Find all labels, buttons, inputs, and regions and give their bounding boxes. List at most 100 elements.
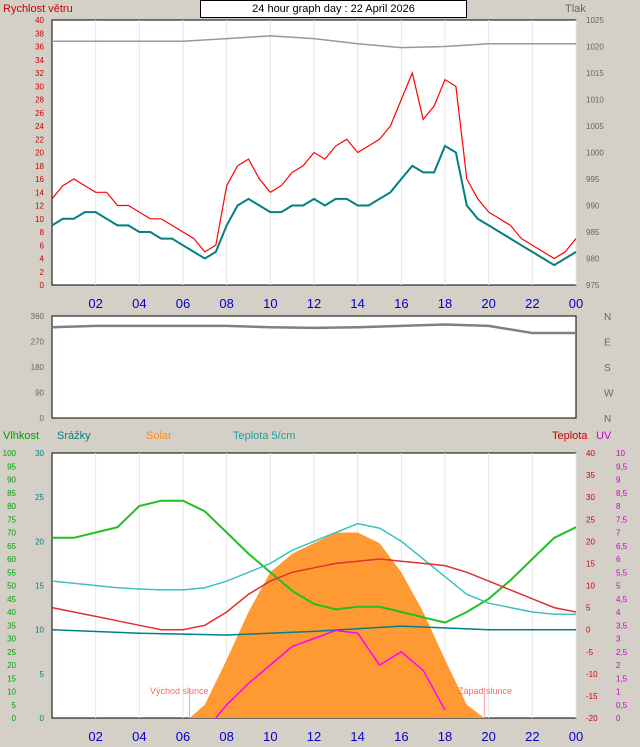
wind-xtick: 20 <box>481 296 495 311</box>
temp-ytick: 30 <box>586 493 595 502</box>
wind-ytick: 40 <box>35 16 44 25</box>
humidity-ytick: 55 <box>7 568 16 577</box>
pressure-ytick: 1005 <box>586 122 604 131</box>
humidity-ytick: 10 <box>7 688 16 697</box>
temp-ytick: -20 <box>586 714 598 723</box>
wind-ytick: 24 <box>35 122 44 131</box>
temp-label: Teplota <box>552 430 588 442</box>
wind-xtick: 08 <box>219 296 233 311</box>
uv-ytick: 8 <box>616 502 621 511</box>
sunset-label: Západ slunce <box>458 686 513 696</box>
humidity-ytick: 70 <box>7 529 16 538</box>
humidity-ytick: 65 <box>7 542 16 551</box>
uv-label: UV <box>596 430 612 442</box>
uv-ytick: 1 <box>616 688 621 697</box>
climate-xtick: 06 <box>176 729 190 744</box>
humidity-ytick: 90 <box>7 476 16 485</box>
wind-xtick: 16 <box>394 296 408 311</box>
humidity-ytick: 25 <box>7 648 16 657</box>
temp-ytick: 10 <box>586 582 595 591</box>
climate-xtick: 00 <box>569 729 583 744</box>
wind-xtick: 22 <box>525 296 539 311</box>
pressure-ytick: 1010 <box>586 96 604 105</box>
temp-line <box>51 558 577 631</box>
uv-ytick: 7 <box>616 529 621 538</box>
wind-ytick: 28 <box>35 96 44 105</box>
pressure-line <box>52 35 576 49</box>
humidity-ytick: 95 <box>7 462 16 471</box>
pressure-ytick: 995 <box>586 175 600 184</box>
wind-ytick: 4 <box>40 255 45 264</box>
wind-ytick: 26 <box>35 109 44 118</box>
humidity-ytick: 75 <box>7 515 16 524</box>
wind-xtick: 06 <box>176 296 190 311</box>
pressure-ytick: 1025 <box>586 16 604 25</box>
wind-ytick: 6 <box>40 241 45 250</box>
uv-ytick: 2 <box>616 661 621 670</box>
humidity-ytick: 0 <box>12 714 17 723</box>
climate-xtick: 20 <box>481 729 495 744</box>
temp-ytick: -15 <box>586 692 598 701</box>
uv-ytick: 9 <box>616 476 621 485</box>
uv-ytick: 6,5 <box>616 542 628 551</box>
temp-ytick: 5 <box>586 604 591 613</box>
direction-compass-tick: N <box>604 312 611 323</box>
temp5-line <box>51 522 576 615</box>
uv-ytick: 9,5 <box>616 462 628 471</box>
climate-xtick: 02 <box>88 729 102 744</box>
humidity-ytick: 15 <box>7 674 16 683</box>
uv-ytick: 6 <box>616 555 621 564</box>
wind-xtick: 00 <box>569 296 583 311</box>
uv-ytick: 7,5 <box>616 515 628 524</box>
humidity-ytick: 100 <box>3 449 17 458</box>
pressure-ytick: 985 <box>586 228 600 237</box>
rain-ytick: 10 <box>35 626 44 635</box>
uv-ytick: 4 <box>616 608 621 617</box>
wind-ytick: 38 <box>35 29 44 38</box>
humidity-ytick: 30 <box>7 635 16 644</box>
wind-ytick: 20 <box>35 149 44 158</box>
wind-ytick: 16 <box>35 175 44 184</box>
climate-xtick: 16 <box>394 729 408 744</box>
climate-xtick: 12 <box>307 729 321 744</box>
temp-ytick: 25 <box>586 515 595 524</box>
temp-ytick: 35 <box>586 471 595 480</box>
wind-ytick: 30 <box>35 82 44 91</box>
rain-ytick: 30 <box>35 449 44 458</box>
uv-ytick: 0 <box>616 714 621 723</box>
uv-ytick: 5,5 <box>616 568 628 577</box>
rain-ytick: 0 <box>40 714 45 723</box>
temp5-label: Teplota 5/cm <box>233 430 296 442</box>
wind-ytick: 22 <box>35 135 44 144</box>
temp-ytick: -10 <box>586 670 598 679</box>
wind-xtick: 12 <box>307 296 321 311</box>
temp-ytick: 40 <box>586 449 595 458</box>
climate-xtick: 14 <box>350 729 364 744</box>
temp-ytick: -5 <box>586 648 594 657</box>
direction-compass-tick: E <box>604 338 611 349</box>
wind-xtick: 10 <box>263 296 277 311</box>
uv-ytick: 3,5 <box>616 621 628 630</box>
uv-ytick: 8,5 <box>616 489 628 498</box>
pressure-label: Tlak <box>565 3 586 15</box>
direction-ytick: 90 <box>35 389 44 398</box>
wind-ytick: 12 <box>35 202 44 211</box>
wind-ytick: 18 <box>35 162 44 171</box>
humidity-ytick: 80 <box>7 502 16 511</box>
direction-ytick: 360 <box>31 312 45 321</box>
rain-ytick: 15 <box>35 582 44 591</box>
wind-ytick: 14 <box>35 188 44 197</box>
uv-ytick: 0,5 <box>616 701 628 710</box>
climate-xtick: 10 <box>263 729 277 744</box>
wind-xtick: 18 <box>438 296 452 311</box>
temp-ytick: 15 <box>586 559 595 568</box>
rain-line <box>51 625 576 636</box>
rain-ytick: 20 <box>35 537 44 546</box>
temp-ytick: 20 <box>586 537 595 546</box>
humidity-ytick: 45 <box>7 595 16 604</box>
pressure-ytick: 980 <box>586 255 600 264</box>
direction-compass-tick: S <box>604 363 611 374</box>
solar-label: Solar <box>146 430 172 442</box>
climate-xtick: 22 <box>525 729 539 744</box>
humidity-ytick: 20 <box>7 661 16 670</box>
